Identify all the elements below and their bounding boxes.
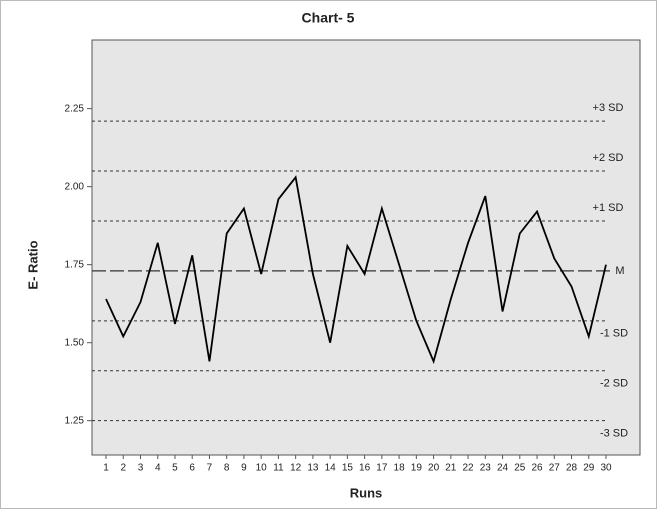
x-axis-label: Runs: [350, 485, 383, 500]
y-tick-label: 2.25: [65, 103, 85, 114]
x-tick-label: 14: [325, 463, 337, 474]
x-tick-label: 20: [428, 463, 440, 474]
x-tick-label: 12: [290, 463, 302, 474]
y-tick-label: 1.50: [65, 337, 85, 348]
x-tick-label: 24: [497, 463, 509, 474]
x-tick-label: 3: [138, 463, 144, 474]
x-tick-label: 28: [566, 463, 578, 474]
x-tick-label: 27: [549, 463, 561, 474]
x-tick-label: 7: [207, 463, 213, 474]
y-axis-label: E- Ratio: [25, 240, 40, 289]
x-tick-label: 23: [480, 463, 492, 474]
reference-label: +1 SD: [593, 202, 624, 214]
x-tick-label: 4: [155, 463, 161, 474]
x-tick-label: 10: [256, 463, 268, 474]
x-tick-label: 6: [189, 463, 195, 474]
x-tick-label: 13: [307, 463, 319, 474]
x-tick-label: 9: [241, 463, 247, 474]
reference-label: -3 SD: [600, 428, 628, 440]
x-tick-label: 16: [359, 463, 371, 474]
reference-label: -1 SD: [600, 328, 628, 340]
x-tick-label: 2: [120, 463, 126, 474]
chart-title: Chart- 5: [302, 10, 355, 26]
reference-label: +2 SD: [593, 152, 624, 164]
x-tick-label: 1: [103, 463, 109, 474]
plot-area: [91, 39, 641, 456]
x-tick-label: 11: [273, 463, 284, 474]
x-tick-label: 21: [445, 463, 457, 474]
x-tick-label: 15: [342, 463, 354, 474]
reference-label: M: [615, 265, 624, 277]
x-tick-label: 30: [600, 463, 612, 474]
x-tick-label: 18: [394, 463, 406, 474]
data-line: [105, 175, 607, 365]
x-tick-label: 17: [376, 463, 388, 474]
x-tick-label: 5: [172, 463, 178, 474]
x-tick-label: 26: [531, 463, 543, 474]
x-tick-label: 25: [514, 463, 526, 474]
x-tick-label: 22: [463, 463, 475, 474]
reference-label: +3 SD: [593, 102, 624, 114]
y-tick-label: 1.75: [65, 259, 85, 270]
reference-label: -2 SD: [600, 378, 628, 390]
y-tick-label: 1.25: [65, 415, 85, 426]
x-tick-label: 29: [583, 463, 595, 474]
y-tick-label: 2.00: [65, 181, 85, 192]
x-tick-label: 19: [411, 463, 423, 474]
x-tick-label: 8: [224, 463, 230, 474]
